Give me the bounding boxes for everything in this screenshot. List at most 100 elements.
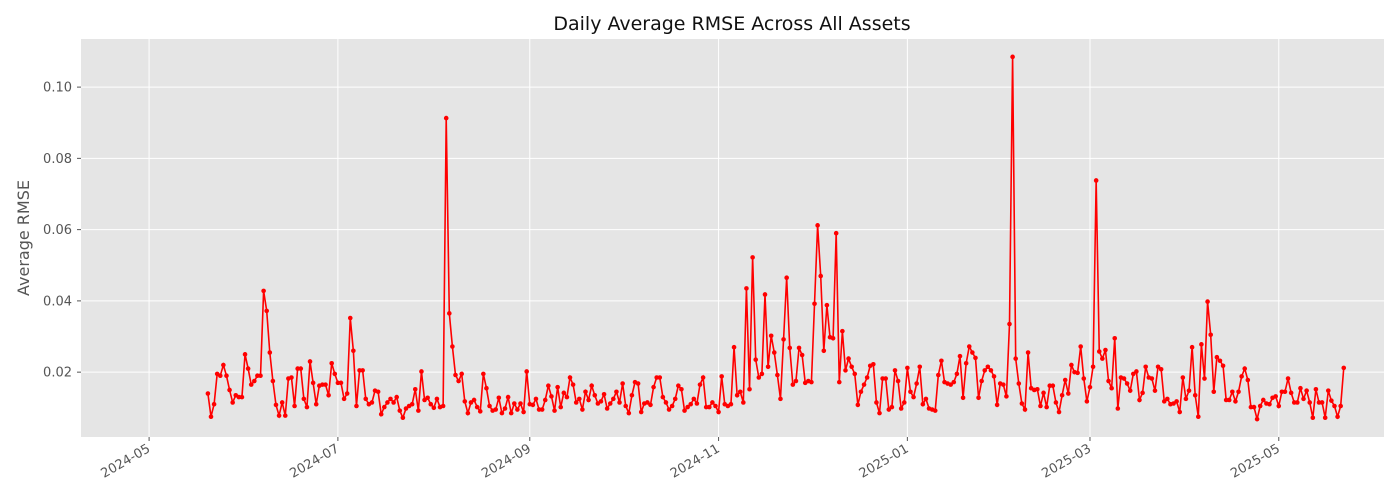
data-point	[471, 397, 477, 403]
data-point	[663, 400, 669, 405]
data-point	[351, 348, 356, 354]
data-point	[793, 378, 799, 384]
data-point	[474, 404, 480, 410]
data-point	[1233, 399, 1238, 404]
x-tick-label: 2025-01	[857, 441, 912, 481]
data-point	[951, 379, 957, 385]
data-point	[874, 400, 879, 405]
data-point	[973, 355, 978, 361]
data-point	[759, 371, 765, 377]
data-point	[1202, 376, 1207, 381]
data-point	[1022, 407, 1028, 412]
data-point	[1180, 375, 1186, 380]
data-point	[487, 403, 492, 409]
data-point	[347, 315, 353, 321]
data-point	[1226, 397, 1232, 403]
data-point	[521, 409, 526, 415]
y-tick-label: 0.02	[43, 366, 72, 381]
data-point	[1131, 371, 1136, 377]
data-point	[672, 396, 678, 402]
data-point	[682, 408, 687, 413]
data-point	[1199, 342, 1204, 347]
data-point	[963, 360, 969, 366]
data-point	[462, 399, 468, 404]
data-point	[1038, 403, 1043, 409]
data-point	[799, 352, 805, 358]
data-point	[957, 353, 963, 359]
data-point	[970, 350, 975, 355]
data-point	[607, 401, 613, 406]
data-point	[796, 345, 802, 351]
data-point	[360, 368, 365, 373]
data-point	[1338, 403, 1343, 409]
data-point	[453, 372, 458, 378]
data-point	[258, 373, 263, 379]
data-point	[932, 408, 938, 413]
data-point	[477, 409, 483, 414]
data-point	[459, 371, 464, 377]
data-point	[292, 403, 297, 409]
data-point	[1093, 178, 1099, 183]
data-point	[542, 397, 548, 403]
data-point	[936, 372, 941, 378]
data-point	[1245, 377, 1251, 383]
data-point	[1341, 365, 1347, 371]
data-point	[428, 401, 434, 407]
data-point	[301, 396, 307, 402]
data-point	[611, 396, 616, 402]
data-point	[1100, 356, 1105, 361]
data-point	[279, 400, 285, 405]
data-point	[898, 406, 904, 411]
data-point	[1016, 381, 1022, 386]
data-point	[224, 373, 229, 379]
data-point	[1282, 389, 1288, 395]
data-point	[378, 411, 384, 417]
data-point	[577, 396, 582, 402]
chart-title: Daily Average RMSE Across All Assets	[553, 13, 910, 35]
data-point	[1137, 397, 1142, 403]
y-axis-title: Average RMSE	[14, 180, 33, 296]
data-point	[623, 403, 629, 409]
data-point	[1056, 409, 1062, 415]
data-point	[821, 348, 827, 354]
data-point	[1273, 394, 1278, 399]
data-point	[768, 333, 774, 339]
data-point	[954, 371, 960, 377]
data-point	[518, 401, 523, 406]
data-point	[549, 394, 554, 399]
data-point	[1189, 344, 1195, 350]
data-point	[638, 409, 644, 415]
data-point	[205, 391, 211, 396]
data-point	[468, 400, 474, 405]
data-point	[375, 389, 381, 395]
data-point	[1149, 376, 1155, 381]
data-point	[261, 288, 266, 294]
data-point	[688, 401, 694, 407]
data-point	[323, 382, 328, 387]
data-point	[648, 402, 653, 408]
data-point	[781, 337, 786, 342]
data-point	[1220, 363, 1226, 369]
data-point	[1211, 389, 1217, 395]
data-point	[966, 344, 972, 349]
data-point	[382, 404, 387, 410]
data-point	[267, 350, 273, 355]
data-point	[979, 378, 984, 384]
data-point	[716, 409, 721, 415]
data-point	[1329, 398, 1334, 403]
data-point	[629, 393, 635, 398]
data-point	[920, 401, 926, 407]
data-point	[852, 371, 858, 377]
data-point	[1236, 389, 1241, 395]
data-point	[338, 380, 344, 386]
data-point	[505, 394, 511, 400]
y-tick-label: 0.10	[43, 81, 72, 96]
data-point	[1134, 369, 1139, 374]
data-point	[1208, 332, 1213, 338]
data-point	[270, 378, 276, 384]
data-point	[416, 408, 421, 413]
data-point	[1158, 367, 1164, 372]
data-point	[756, 375, 762, 380]
data-point	[914, 381, 919, 386]
data-point	[1298, 385, 1303, 391]
